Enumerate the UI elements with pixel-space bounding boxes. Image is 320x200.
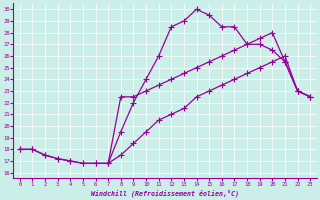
X-axis label: Windchill (Refroidissement éolien,°C): Windchill (Refroidissement éolien,°C): [91, 189, 239, 197]
